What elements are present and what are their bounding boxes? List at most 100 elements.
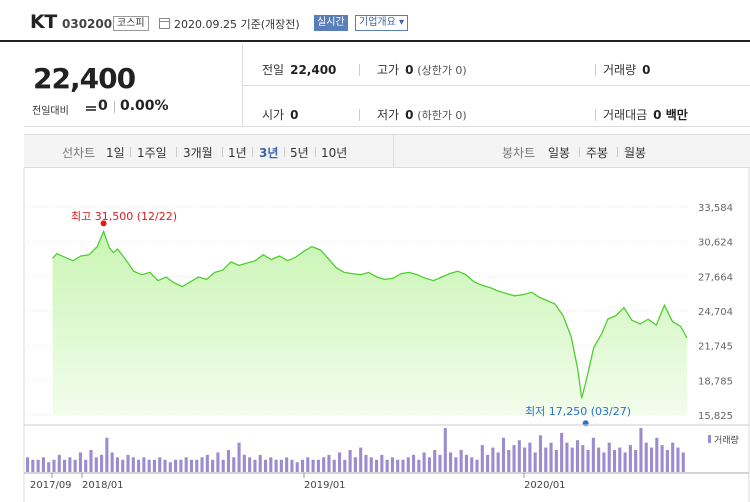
high-label: 고가	[377, 63, 400, 77]
volume-bar	[179, 459, 183, 472]
price-area	[52, 231, 688, 415]
open-label: 시가	[262, 108, 285, 122]
volume-value: 0	[642, 63, 651, 77]
volume-bar	[560, 432, 564, 472]
volume-bar	[115, 457, 119, 472]
volume-bar	[232, 457, 236, 472]
volume-bar	[57, 454, 61, 472]
volume-bar	[137, 459, 141, 472]
volume-bar	[168, 462, 172, 472]
volume-bar	[359, 447, 363, 472]
volume-bar	[300, 459, 305, 472]
volume-bar	[253, 459, 257, 472]
volume-bar	[459, 450, 463, 472]
volume-bar	[295, 462, 299, 472]
volume-bar	[200, 457, 204, 472]
candle-chart-label: 봉차트	[502, 146, 536, 160]
y-tick-label: 30,624	[698, 238, 733, 249]
volume-bar	[364, 454, 368, 472]
volume-bar	[306, 457, 310, 472]
volume-bar	[618, 447, 622, 472]
volume-bar	[496, 452, 500, 472]
stock-title-bar: KT 030200 코스피 2020.09.25 기준(개장전) 실시간 기업개…	[0, 0, 750, 42]
volume-bar	[623, 452, 627, 472]
candle-daily[interactable]: 일봉	[548, 146, 571, 160]
volume-bar	[195, 459, 199, 472]
volume-bar	[279, 459, 283, 472]
period-3-months[interactable]: 3개월	[183, 146, 213, 160]
volume-bar	[385, 459, 389, 472]
volume-bar	[184, 457, 188, 472]
volume-bar	[501, 437, 506, 472]
volume-bar	[602, 452, 606, 472]
volume-bar	[152, 459, 156, 472]
period-5-years[interactable]: 5년	[290, 146, 309, 160]
calendar-icon	[159, 18, 170, 29]
volume-bar	[449, 452, 453, 472]
volume-bar	[221, 459, 225, 472]
volume-bar	[649, 447, 654, 472]
period-1-week[interactable]: 1주일	[137, 146, 167, 160]
volume-bar	[353, 457, 357, 472]
volume-bar	[237, 442, 241, 472]
volume-bar	[311, 459, 315, 472]
candle-monthly[interactable]: 월봉	[624, 146, 647, 160]
stock-name: KT	[30, 11, 57, 33]
volume-bar	[554, 450, 558, 472]
reference-date: 2020.09.25 기준(개장전)	[174, 18, 300, 31]
volume-bar	[126, 454, 130, 472]
volume-bar	[443, 428, 447, 472]
divider	[243, 85, 750, 86]
volume-bar	[470, 457, 474, 472]
current-price: 22,400	[33, 62, 136, 95]
prev-close: 전일 22,400	[262, 61, 336, 78]
volume-bar	[665, 450, 669, 472]
volume-bar	[676, 447, 680, 472]
change-value: 0	[98, 98, 108, 114]
unchanged-icon	[86, 106, 96, 111]
volume-bar	[142, 457, 146, 472]
volume-bar	[480, 445, 484, 472]
y-tick-label: 24,704	[698, 307, 733, 318]
volume-bar	[427, 457, 431, 472]
volume-bar	[110, 452, 114, 472]
volume-bar	[586, 450, 590, 472]
volume-bar	[612, 450, 617, 472]
realtime-button[interactable]: 실시간	[314, 15, 348, 31]
open-price: 시가 0	[262, 106, 298, 123]
volume-bar	[84, 459, 88, 472]
volume-bar	[269, 457, 273, 472]
divider	[176, 147, 177, 157]
volume-bar	[507, 450, 511, 472]
trade-value: 거래대금 0 백만	[603, 106, 688, 123]
candle-weekly[interactable]: 주봉	[586, 146, 609, 160]
volume-bar	[36, 459, 40, 472]
divider	[252, 147, 253, 157]
volume-bar	[475, 459, 479, 472]
price-line	[52, 229, 688, 399]
volume-bar	[575, 440, 580, 472]
company-overview-dropdown[interactable]: 기업개요 ▾	[355, 15, 408, 31]
volume-bar	[570, 447, 574, 472]
volume-bar	[158, 457, 162, 472]
volume-bar	[681, 452, 685, 472]
volume-bar	[454, 457, 458, 472]
open-value: 0	[290, 108, 299, 122]
period-3-years[interactable]: 3년	[259, 146, 279, 160]
y-tick-label: 21,745	[698, 342, 733, 353]
period-1-year[interactable]: 1년	[228, 146, 247, 160]
change-rate: 0.00%	[120, 98, 169, 114]
period-10-years[interactable]: 10년	[321, 146, 348, 160]
market-badge: 코스피	[113, 16, 149, 31]
volume-bar	[591, 437, 595, 472]
volume-bar	[31, 459, 35, 472]
volume-bar	[438, 454, 442, 472]
volume-bar	[274, 459, 278, 472]
volume-bar	[655, 437, 659, 472]
period-1-day[interactable]: 1일	[106, 146, 125, 160]
volume-bar	[348, 450, 352, 472]
prev-close-label: 전일	[262, 63, 285, 77]
divider	[393, 135, 394, 167]
volume-bar	[422, 452, 426, 472]
